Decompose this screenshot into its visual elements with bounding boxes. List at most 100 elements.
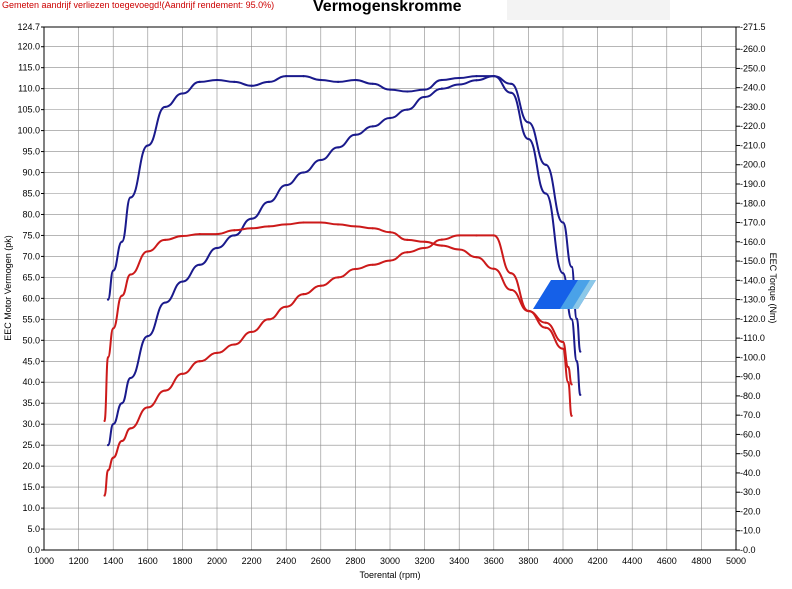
series-1-point xyxy=(112,269,115,272)
y-left-tick-label: 25.0 xyxy=(22,440,40,450)
series-2-point xyxy=(337,146,340,149)
series-4-point xyxy=(112,456,115,459)
y-right-tick-label: -110.0 xyxy=(740,333,765,343)
x-tick-label: 1400 xyxy=(103,556,123,566)
series-1-point xyxy=(579,350,582,353)
series-2-point xyxy=(579,393,582,396)
series-2-point xyxy=(475,79,478,82)
series-3-point xyxy=(492,267,495,270)
series-1-point xyxy=(354,78,357,82)
series-4-point xyxy=(285,305,288,308)
series-4-point xyxy=(215,351,219,354)
series-3-point xyxy=(233,229,236,232)
x-tick-label: 2600 xyxy=(311,556,331,566)
x-tick-label: 4400 xyxy=(622,556,642,566)
series-1-point xyxy=(267,80,270,84)
series-1-point xyxy=(129,196,132,199)
series-3-point xyxy=(285,223,288,226)
x-tick-label: 3600 xyxy=(484,556,504,566)
series-2-point xyxy=(354,133,357,136)
x-tick-label: 1200 xyxy=(69,556,89,566)
x-tick-label: 2800 xyxy=(345,556,365,566)
series-3-point xyxy=(354,225,357,228)
series-4-point xyxy=(129,427,132,430)
series-1-point xyxy=(181,92,184,95)
series-4-point xyxy=(233,343,236,346)
series-2-point xyxy=(146,335,149,338)
y-right-tick-label: -150.0 xyxy=(740,256,766,266)
series-2-point xyxy=(423,95,426,99)
x-tick-label: 3800 xyxy=(518,556,538,566)
x-tick-label: 4600 xyxy=(657,556,677,566)
series-4-point xyxy=(440,238,443,241)
series-1-point xyxy=(406,90,409,93)
series-3-point xyxy=(250,227,253,230)
series-3-point xyxy=(388,231,392,234)
y-axis-right-title: EEC Torque (Nm) xyxy=(768,253,778,324)
x-tick-label: 4200 xyxy=(588,556,608,566)
y-right-tick-label: -60.0 xyxy=(740,429,761,439)
y-left-tick-label: 0.0 xyxy=(27,545,40,555)
series-line-4 xyxy=(103,234,573,497)
series-2-point xyxy=(575,360,578,363)
y-right-tick-label: -30.0 xyxy=(740,487,761,497)
series-4-point xyxy=(164,389,167,392)
y-right-tick-label: -20.0 xyxy=(740,506,761,516)
series-2-point xyxy=(570,318,573,321)
y-left-tick-label: 5.0 xyxy=(27,524,40,534)
y-right-tick-label: -220.0 xyxy=(740,121,766,131)
series-3-point xyxy=(146,250,149,253)
series-2-point xyxy=(164,301,167,304)
y-right-tick-label: -190.0 xyxy=(740,179,766,189)
series-3-point xyxy=(181,234,184,238)
series-1-point xyxy=(570,265,573,268)
series-2-point xyxy=(181,280,184,283)
series-3-point xyxy=(129,273,132,276)
series-1-point xyxy=(106,298,110,301)
series-2-point xyxy=(388,116,392,120)
series-2-point xyxy=(215,246,219,250)
y-left-tick-label: 85.0 xyxy=(22,189,40,199)
series-2-point xyxy=(458,83,461,86)
y-left-tick-label: 10.0 xyxy=(22,503,40,513)
series-4-point xyxy=(561,347,565,350)
series-3-point xyxy=(106,356,110,359)
series-1-point xyxy=(120,240,123,243)
series-3-point xyxy=(510,288,513,292)
series-4-point xyxy=(475,234,478,237)
y-right-tick-label: -90.0 xyxy=(740,372,761,382)
series-2-point xyxy=(285,184,288,187)
series-2-point xyxy=(129,376,132,380)
y-left-tick-label: 75.0 xyxy=(22,230,40,240)
grid xyxy=(43,26,737,551)
series-4-point xyxy=(567,381,570,384)
series-3-point xyxy=(215,232,219,236)
series-4-point xyxy=(354,267,357,271)
x-axis-title: Toerental (rpm) xyxy=(359,570,420,580)
y-left-tick-label: 80.0 xyxy=(22,209,40,219)
series-1-point xyxy=(440,78,443,82)
y-right-tick-label: -160.0 xyxy=(740,237,766,247)
y-right-tick-label: -140.0 xyxy=(740,275,766,285)
series-4-point xyxy=(181,372,184,375)
y-right-tick-label: -200.0 xyxy=(740,160,766,170)
x-tick-label: 2000 xyxy=(207,556,227,566)
series-1-point xyxy=(475,75,478,78)
x-tick-label: 1000 xyxy=(34,556,54,566)
series-3-point xyxy=(544,321,547,324)
y-left-tick-label: 95.0 xyxy=(22,147,40,157)
series-2-point xyxy=(492,74,495,78)
series-1-point xyxy=(388,88,392,91)
y-left-tick-label: 30.0 xyxy=(22,419,40,429)
series-1-point xyxy=(575,317,578,320)
y-left-tick-label: 70.0 xyxy=(22,251,40,261)
y-right-tick-label: -240.0 xyxy=(740,83,766,93)
y-right-tick-label: -271.5 xyxy=(740,22,766,32)
series-3-point xyxy=(440,244,443,247)
series-1-point xyxy=(319,78,322,82)
y-right-tick-label: -170.0 xyxy=(740,218,766,228)
x-tick-label: 2400 xyxy=(276,556,296,566)
y-left-tick-label: 55.0 xyxy=(22,314,40,324)
series-2-point xyxy=(120,402,123,405)
plot-frame xyxy=(43,26,737,551)
